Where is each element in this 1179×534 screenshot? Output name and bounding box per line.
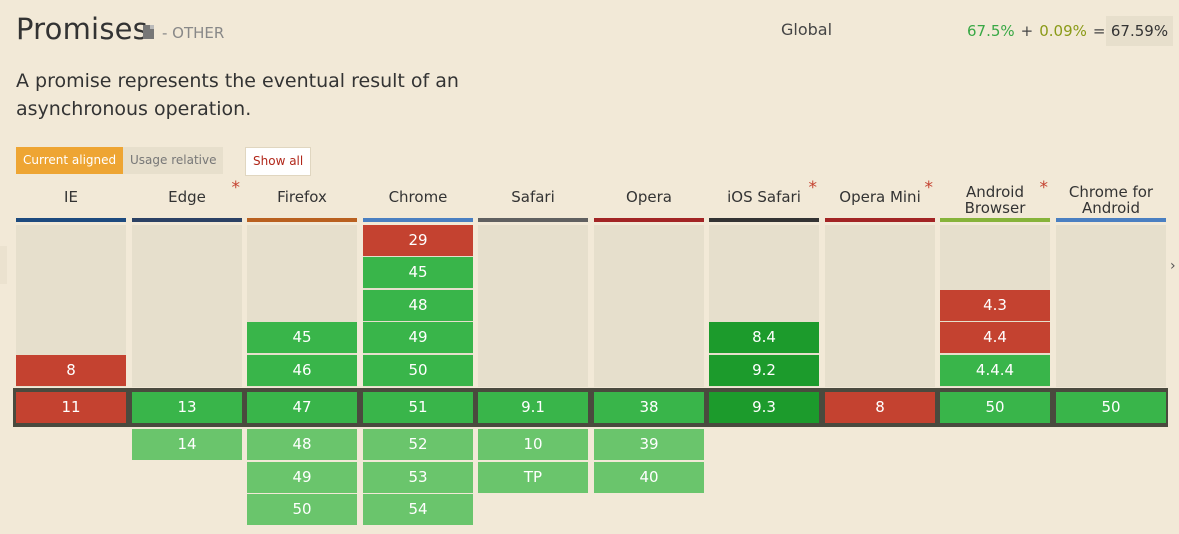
column-background: [825, 225, 935, 387]
browser-name: Edge: [168, 188, 206, 206]
feature-description: A promise represents the eventual result…: [16, 70, 459, 120]
future-version-cell[interactable]: 10: [478, 429, 588, 460]
column-background: [1056, 225, 1166, 387]
future-version-cell[interactable]: 50: [247, 494, 357, 525]
current-version-cell[interactable]: 9.1: [478, 392, 588, 423]
browser-name: IE: [64, 188, 78, 206]
current-version-cell[interactable]: 50: [1056, 392, 1166, 423]
note-star-icon[interactable]: *: [924, 178, 934, 198]
browser-header[interactable]: Android Browser *: [940, 178, 1050, 222]
browser-header[interactable]: Edge *: [132, 178, 242, 222]
note-star-icon[interactable]: *: [231, 178, 241, 198]
version-cell[interactable]: 45: [363, 257, 473, 288]
future-version-cell[interactable]: 39: [594, 429, 704, 460]
future-version-cell[interactable]: 48: [247, 429, 357, 460]
current-version-cell[interactable]: 38: [594, 392, 704, 423]
scroll-left-tab[interactable]: [0, 246, 7, 284]
usage-partial: 0.09%: [1039, 22, 1087, 40]
current-version-cell[interactable]: 47: [247, 392, 357, 423]
usage-supported: 67.5%: [967, 22, 1015, 40]
scope-selector[interactable]: Global: [781, 20, 833, 39]
usage-equals: =: [1092, 22, 1106, 40]
browser-name: Opera Mini: [839, 188, 921, 206]
version-cell[interactable]: 45: [247, 322, 357, 353]
future-version-cell[interactable]: 14: [132, 429, 242, 460]
show-all-button[interactable]: Show all: [245, 147, 312, 176]
browser-name: Safari: [511, 188, 555, 206]
usage-total: 67.59%: [1106, 16, 1173, 46]
browser-name: Firefox: [277, 188, 327, 206]
version-cell[interactable]: 4.4: [940, 322, 1050, 353]
column-background: [594, 225, 704, 387]
current-version-cell[interactable]: 9.3: [709, 392, 819, 423]
current-version-cell[interactable]: 51: [363, 392, 473, 423]
document-icon[interactable]: [143, 25, 154, 39]
version-cell[interactable]: 49: [363, 322, 473, 353]
usage-relative-button[interactable]: Usage relative: [123, 147, 224, 174]
future-version-cell[interactable]: 49: [247, 462, 357, 493]
page-title: Promises: [16, 12, 148, 46]
usage-plus: +: [1020, 22, 1034, 40]
browser-name: Android Browser: [964, 183, 1026, 217]
browser-name: Opera: [626, 188, 672, 206]
current-aligned-button[interactable]: Current aligned: [16, 147, 124, 174]
future-version-cell[interactable]: 53: [363, 462, 473, 493]
note-star-icon[interactable]: *: [1039, 178, 1049, 198]
current-version-cell[interactable]: 11: [16, 392, 126, 423]
browser-header[interactable]: Firefox: [247, 178, 357, 222]
version-cell[interactable]: 8: [16, 355, 126, 386]
current-version-cell[interactable]: 8: [825, 392, 935, 423]
future-version-cell[interactable]: TP: [478, 462, 588, 493]
browser-header[interactable]: iOS Safari *: [709, 178, 819, 222]
browser-header[interactable]: Opera: [594, 178, 704, 222]
note-star-icon[interactable]: *: [808, 178, 818, 198]
column-background: [132, 225, 242, 387]
future-version-cell[interactable]: 52: [363, 429, 473, 460]
future-version-cell[interactable]: 40: [594, 462, 704, 493]
browser-name: Chrome for Android: [1068, 183, 1154, 217]
browser-header[interactable]: Chrome for Android: [1056, 178, 1166, 222]
category-label[interactable]: - OTHER: [162, 24, 225, 42]
browser-header[interactable]: Safari: [478, 178, 588, 222]
version-cell[interactable]: 46: [247, 355, 357, 386]
version-cell[interactable]: 4.3: [940, 290, 1050, 321]
chevron-right-icon[interactable]: ›: [1170, 258, 1176, 274]
future-version-cell[interactable]: 54: [363, 494, 473, 525]
version-cell[interactable]: 29: [363, 225, 473, 256]
version-cell[interactable]: 48: [363, 290, 473, 321]
browser-header[interactable]: Chrome: [363, 178, 473, 222]
browser-name: Chrome: [388, 188, 448, 206]
version-cell[interactable]: 8.4: [709, 322, 819, 353]
usage-summary: 67.5% +0.09% =: [967, 22, 1111, 40]
column-background: [478, 225, 588, 387]
current-version-cell[interactable]: 13: [132, 392, 242, 423]
version-cell[interactable]: 50: [363, 355, 473, 386]
version-cell[interactable]: 4.4.4: [940, 355, 1050, 386]
browser-header[interactable]: Opera Mini *: [825, 178, 935, 222]
version-cell[interactable]: 9.2: [709, 355, 819, 386]
current-version-cell[interactable]: 50: [940, 392, 1050, 423]
browser-header[interactable]: IE: [16, 178, 126, 222]
browser-name: iOS Safari: [727, 188, 801, 206]
